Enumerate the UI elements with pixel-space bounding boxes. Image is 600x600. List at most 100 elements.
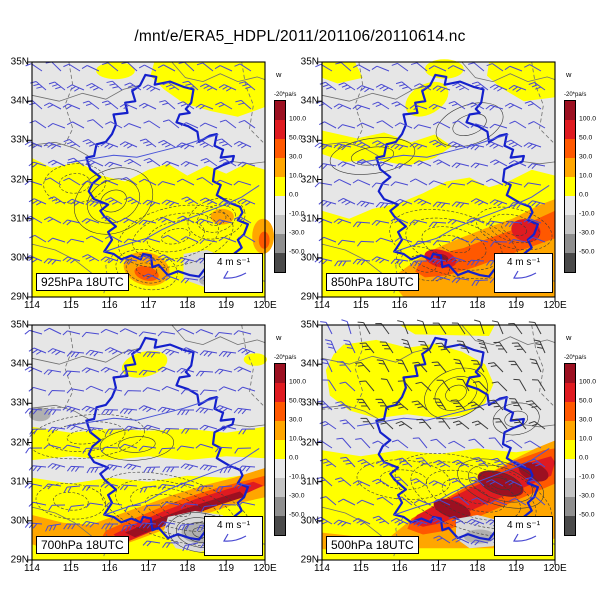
- y-tick-label: 30N: [10, 515, 29, 527]
- x-tick-label: 115: [352, 563, 369, 574]
- colorbar-title: w: [276, 70, 282, 79]
- colorbar-title: w: [276, 333, 282, 342]
- colorbar: [564, 363, 576, 536]
- colorbar-units-label: -20*pa/s: [564, 355, 587, 361]
- colorbar-cell: [565, 177, 575, 196]
- colorbar-cell: [275, 234, 285, 253]
- x-tick-label: 116: [101, 563, 118, 574]
- colorbar-cell: [565, 402, 575, 421]
- wind-barb-icon: [222, 270, 246, 279]
- x-tick-label: 118: [179, 563, 196, 574]
- colorbar-tick-label: 10.0: [579, 435, 593, 443]
- colorbar-tick-label: 30.0: [289, 416, 303, 424]
- colorbar-units-label: -20*pa/s: [564, 92, 587, 98]
- y-tick-label: 34N: [10, 95, 29, 107]
- y-tick-label: 33N: [10, 397, 29, 409]
- colorbar-cell: [275, 253, 285, 272]
- wind-reference-box: 4 m s⁻¹: [494, 516, 553, 556]
- colorbar: [274, 363, 286, 536]
- x-tick-label: 117: [140, 300, 157, 311]
- wind-reference-box: 4 m s⁻¹: [204, 253, 263, 293]
- x-tick-label: 114: [24, 300, 40, 311]
- y-tick-label: 34N: [10, 358, 29, 370]
- colorbar-tick-label: -30.0: [579, 492, 595, 500]
- y-tick-label: 32N: [300, 174, 319, 185]
- panel-700hpa: 700hPa 18UTC 4 m s⁻¹ 35N 34N 33N 32N 31N 30N 2…: [8, 319, 308, 600]
- wind-barb-icon: [512, 270, 536, 279]
- colorbar-cell: [565, 196, 575, 215]
- colorbar-tick-label: 100.0: [579, 378, 597, 386]
- colorbar-cell: [275, 158, 285, 177]
- colorbar-cell: [565, 497, 575, 516]
- colorbar-tick-label: 0.0: [579, 454, 589, 462]
- colorbar-cell: [565, 459, 575, 478]
- colorbar-tick-label: -30.0: [289, 229, 305, 237]
- colorbar-units-label: -20*pa/s: [274, 355, 297, 361]
- y-tick-label: 29N: [10, 554, 29, 566]
- y-tick-label: 29N: [300, 291, 319, 303]
- colorbar-tick-label: 30.0: [289, 153, 303, 161]
- colorbar-cell: [275, 139, 285, 158]
- x-tick-label: 117: [430, 563, 447, 574]
- x-tick-label: 114: [314, 563, 330, 574]
- y-tick-label: 33N: [10, 134, 29, 146]
- panel-label: 500hPa 18UTC: [326, 536, 419, 554]
- y-tick-label: 31N: [10, 476, 29, 488]
- x-tick-label: 115: [62, 563, 79, 574]
- colorbar-cell: [565, 364, 575, 383]
- x-tick-label: 120E: [253, 300, 277, 311]
- colorbar-cell: [565, 234, 575, 253]
- x-tick-label: 119: [508, 300, 525, 311]
- panel-850hpa: 850hPa 18UTC 4 m s⁻¹ 35N 34N 33N 32N 31N 30N 2…: [298, 56, 598, 337]
- colorbar-cell: [275, 120, 285, 139]
- colorbar-cell: [565, 101, 575, 120]
- colorbar-cell: [565, 383, 575, 402]
- colorbar-title: w: [566, 70, 572, 79]
- colorbar: [274, 100, 286, 273]
- colorbar-tick-label: 50.0: [289, 397, 303, 405]
- y-tick-label: 31N: [10, 213, 29, 225]
- colorbar-units-label: -20*pa/s: [274, 92, 297, 98]
- colorbar-tick-label: 50.0: [579, 134, 593, 142]
- x-tick-label: 117: [140, 563, 157, 574]
- colorbar-cell: [565, 478, 575, 497]
- colorbar-tick-label: -30.0: [579, 229, 595, 237]
- y-tick-label: 30N: [300, 515, 319, 527]
- y-tick-label: 33N: [300, 134, 319, 146]
- x-tick-label: 120E: [543, 563, 567, 574]
- colorbar-tick-label: 0.0: [579, 191, 589, 199]
- colorbar-tick-label: -10.0: [579, 473, 595, 481]
- colorbar-tick-label: -50.0: [289, 511, 305, 519]
- y-tick-label: 29N: [10, 291, 29, 303]
- colorbar-cell: [275, 421, 285, 440]
- y-tick-label: 35N: [300, 56, 319, 68]
- y-tick-label: 30N: [10, 252, 29, 264]
- colorbar-cell: [565, 440, 575, 459]
- colorbar-tick-label: 0.0: [289, 191, 299, 199]
- panel-925hpa: 925hPa 18UTC 4 m s⁻¹ 35N 34N 33N 32N 31N 30N 2…: [8, 56, 308, 337]
- figure-title: /mnt/e/ERA5_HDPL/2011/201106/20110614.nc: [134, 28, 466, 45]
- colorbar: [564, 100, 576, 273]
- colorbar-tick-label: 100.0: [289, 378, 307, 386]
- colorbar-cell: [565, 253, 575, 272]
- wind-barb-icon: [512, 533, 536, 542]
- colorbar-tick-label: 10.0: [289, 172, 303, 180]
- wind-reference-label: 4 m s⁻¹: [216, 257, 251, 268]
- colorbar-cell: [565, 120, 575, 139]
- wind-reference-label: 4 m s⁻¹: [506, 257, 541, 268]
- colorbar-tick-label: -30.0: [289, 492, 305, 500]
- x-tick-label: 116: [101, 300, 118, 311]
- colorbar-cell: [565, 421, 575, 440]
- panel-500hpa: 500hPa 18UTC 4 m s⁻¹ 35N 34N 33N 32N 31N 30N 2…: [298, 319, 598, 600]
- colorbar-tick-label: 30.0: [579, 153, 593, 161]
- panel-label: 925hPa 18UTC: [36, 273, 129, 291]
- colorbar-cell: [275, 101, 285, 120]
- x-tick-label: 119: [218, 563, 235, 574]
- colorbar-cell: [275, 177, 285, 196]
- colorbar-cell: [565, 139, 575, 158]
- colorbar-tick-label: -10.0: [289, 210, 305, 218]
- wind-reference-label: 4 m s⁻¹: [506, 520, 541, 531]
- colorbar-tick-label: 10.0: [289, 435, 303, 443]
- wind-reference-box: 4 m s⁻¹: [494, 253, 553, 293]
- colorbar-tick-label: 100.0: [289, 115, 307, 123]
